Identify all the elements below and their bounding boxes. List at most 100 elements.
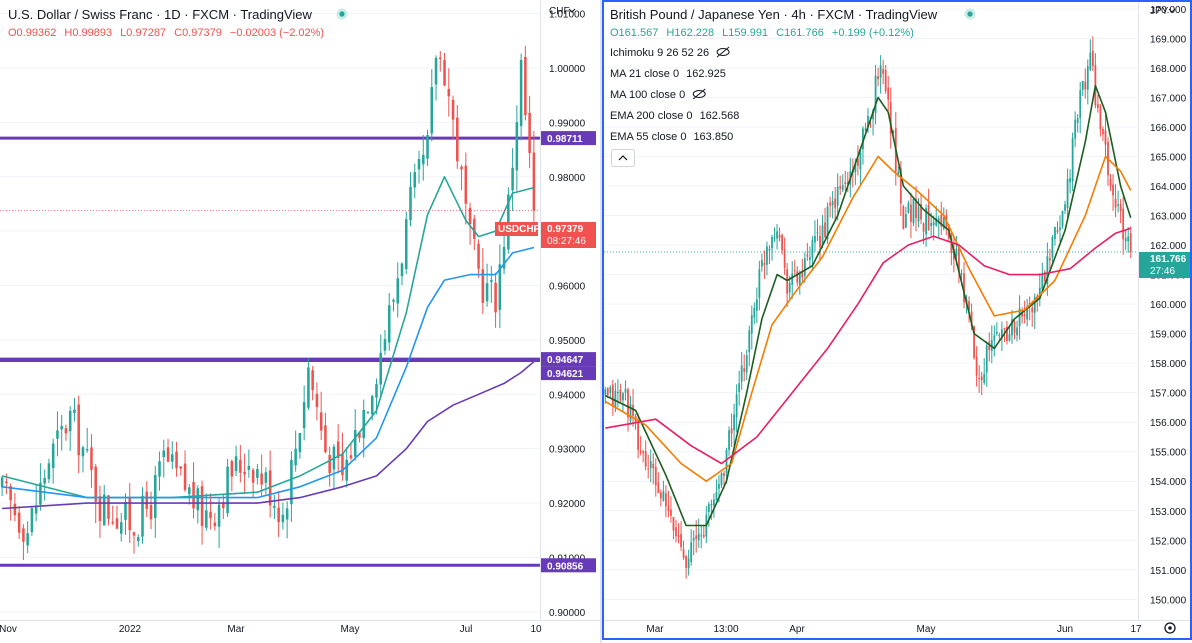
left-price-tick-label: 0.99000 (549, 118, 586, 129)
right-candle-body (829, 202, 832, 206)
right-candle-body (796, 271, 799, 283)
gear-icon-center[interactable] (1168, 626, 1172, 630)
left-candle-body (366, 411, 370, 413)
right-candle-body (897, 171, 900, 175)
pane-divider[interactable] (600, 0, 602, 643)
right-candle-body (920, 204, 922, 220)
left-candle-body (519, 59, 523, 127)
right-candle-body (728, 430, 730, 451)
right-candle-body (616, 391, 619, 393)
right-high: H162.228 (666, 27, 714, 39)
left-candle-body (222, 502, 225, 509)
right-candle-body (927, 204, 930, 231)
right-candle-body (1011, 319, 1013, 336)
left-currency-chevron-icon[interactable] (568, 8, 576, 13)
left-candle-body (298, 432, 302, 453)
left-candle-body (264, 472, 268, 483)
left-candle-body (404, 219, 408, 269)
right-candle-body (1046, 256, 1049, 285)
left-candle-body (511, 167, 514, 191)
left-candle-body (179, 466, 183, 469)
left-candle-body (34, 505, 38, 514)
left-candle-body (498, 264, 502, 310)
right-price-tick-label: 151.000 (1150, 566, 1187, 577)
left-candle-body (392, 299, 395, 302)
right-time-axis[interactable]: Mar 13:00 Apr May Jun 17 (602, 620, 1192, 636)
left-candle-body (477, 243, 480, 269)
left-currency-label: CHF (549, 6, 570, 17)
right-candle-body (978, 377, 981, 379)
right-chart-pane[interactable]: British Pound / Japanese Yen · 4h · FXCM… (604, 7, 1138, 600)
left-candle-body (353, 430, 357, 457)
right-candle-body (763, 262, 766, 266)
left-chart-pane[interactable]: U.S. Dollar / Swiss Franc · 1D · FXCM · … (0, 7, 540, 613)
right-price-axis[interactable]: JPY 170.000169.000168.000167.000166.0001… (1138, 0, 1192, 620)
right-candle-body (1021, 312, 1024, 317)
indicator-name[interactable]: EMA 55 close 0 (610, 131, 686, 143)
left-candle-body (430, 87, 434, 134)
right-candle-body (816, 232, 819, 234)
right-candle-body (632, 405, 634, 416)
left-time-tick-label: Mar (227, 624, 245, 635)
eye-off-icon[interactable] (716, 46, 730, 58)
legend-collapse-button[interactable] (611, 149, 635, 167)
chart-settings-button[interactable] (1164, 622, 1176, 634)
left-candle-body (17, 512, 21, 533)
right-candle-body (844, 182, 847, 184)
right-candle-body (960, 273, 963, 275)
left-moving-average-line (1, 176, 535, 499)
right-candle-body (899, 168, 902, 204)
indicator-name[interactable]: Ichimoku 9 26 52 26 (610, 47, 709, 59)
left-candle-body (209, 511, 212, 519)
right-candle-body (867, 116, 869, 128)
left-candle-body (285, 508, 289, 520)
indicator-name[interactable]: MA 21 close 0 (610, 68, 679, 80)
right-candle-body (710, 504, 713, 506)
right-candle-body (743, 368, 746, 372)
chevron-up-icon[interactable] (618, 155, 628, 161)
left-candle-body (124, 501, 127, 520)
legend-collapse-button-bg[interactable] (611, 149, 635, 167)
left-candle-body (68, 410, 72, 432)
indicator-name[interactable]: EMA 200 close 0 (610, 110, 693, 122)
left-candle-body (30, 508, 34, 533)
right-candle-body (811, 240, 814, 259)
right-currency-chevron-icon[interactable] (1168, 8, 1176, 13)
right-candle-body (1041, 273, 1044, 290)
left-candle-body (22, 528, 25, 542)
right-time-ticks: Mar 13:00 Apr May Jun 17 (646, 624, 1142, 635)
right-price-tick-label: 169.000 (1150, 34, 1187, 45)
left-candle-body (77, 404, 80, 456)
left-candle-body (460, 166, 463, 170)
right-candle-body (677, 535, 680, 537)
right-candle-body (973, 326, 976, 358)
right-candle-body (831, 201, 834, 206)
right-candle-body (836, 186, 839, 206)
right-candle-body (1079, 90, 1082, 119)
left-candle-body (128, 497, 132, 531)
left-time-axis[interactable]: Nov 2022 Mar May Jul 10 (0, 620, 600, 636)
right-price-axis-bg (1138, 0, 1192, 620)
right-ohlc-legend: O161.567 H162.228 L159.991 C161.766 +0.1… (610, 27, 914, 39)
right-candle-body (657, 482, 660, 493)
indicator-name[interactable]: MA 100 close 0 (610, 89, 685, 101)
right-candle-body (892, 130, 895, 134)
right-candle-body (824, 222, 826, 238)
left-level-tags: 0.98711 0.94647 0.94621 0.90856 (541, 131, 596, 573)
right-indicator-legend[interactable]: Ichimoku 9 26 52 26 MA 21 close 0 162.925M… (610, 46, 739, 143)
left-candle-body (13, 503, 17, 516)
eye-off-icon[interactable] (692, 88, 706, 100)
right-candle-body (712, 499, 715, 506)
right-price-tick-label: 156.000 (1150, 418, 1187, 429)
gear-icon[interactable] (1164, 622, 1176, 634)
right-candle-body (1109, 178, 1112, 187)
right-candle-body (783, 249, 786, 268)
right-candle-body (644, 451, 647, 467)
left-candle-body (468, 207, 472, 225)
right-candle-body (702, 535, 705, 537)
right-grid (604, 8, 1138, 600)
right-candle-body (680, 534, 682, 548)
left-price-axis[interactable]: CHF 1.010001.000000.990000.980000.970000… (495, 0, 600, 620)
right-candle-body (745, 355, 748, 373)
left-horizontal-levels[interactable] (0, 136, 540, 567)
